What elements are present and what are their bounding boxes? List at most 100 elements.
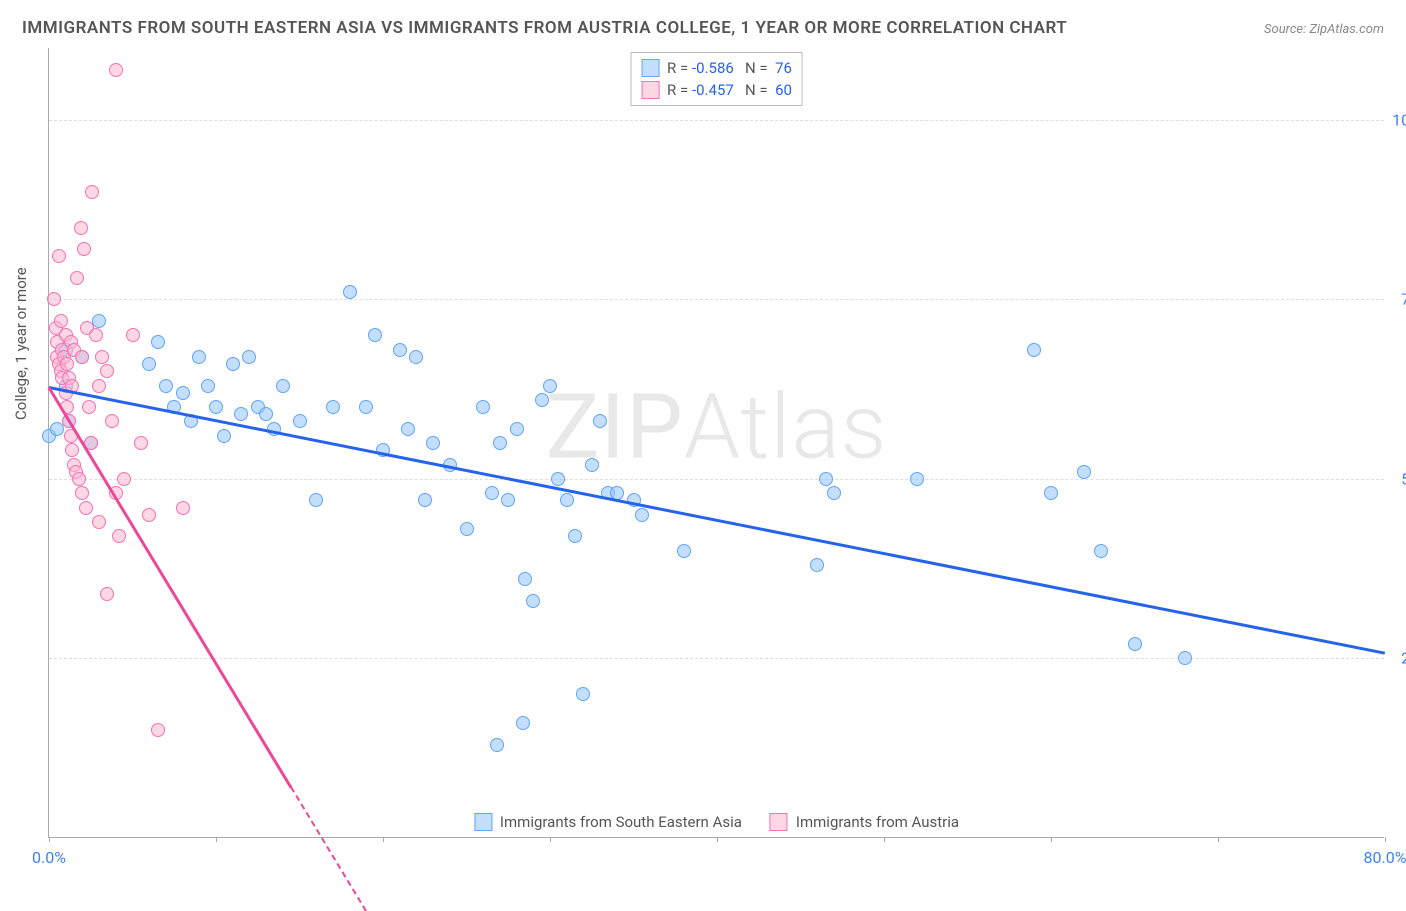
scatter-point [134, 436, 148, 450]
gridline-horizontal [49, 120, 1384, 121]
scatter-point [105, 414, 119, 428]
legend-row: R = -0.586 N = 76 [641, 57, 792, 79]
scatter-point [176, 501, 190, 515]
x-tick [49, 837, 50, 842]
scatter-point [109, 63, 123, 77]
scatter-point [543, 379, 557, 393]
scatter-point [576, 687, 590, 701]
scatter-point [242, 350, 256, 364]
scatter-point [819, 472, 833, 486]
legend-series-name: Immigrants from South Eastern Asia [500, 813, 742, 831]
scatter-point [476, 400, 490, 414]
y-tick-label: 50.0% [1401, 469, 1406, 488]
y-tick-label: 75.0% [1401, 290, 1406, 309]
scatter-point [490, 738, 504, 752]
x-tick [1218, 837, 1219, 842]
scatter-point [910, 472, 924, 486]
gridline-horizontal [49, 479, 1384, 480]
legend-stats: R = -0.586 N = 76 [667, 59, 792, 77]
scatter-point [70, 271, 84, 285]
scatter-point [217, 429, 231, 443]
legend-item: Immigrants from South Eastern Asia [474, 813, 742, 831]
scatter-point [635, 508, 649, 522]
scatter-point [393, 343, 407, 357]
scatter-point [409, 350, 423, 364]
legend-stats: R = -0.457 N = 60 [667, 81, 792, 99]
x-tick [1385, 837, 1386, 842]
scatter-point [82, 400, 96, 414]
x-tick [1051, 837, 1052, 842]
scatter-point [493, 436, 507, 450]
scatter-plot-area: ZIPAtlas R = -0.586 N = 76R = -0.457 N =… [48, 48, 1384, 838]
scatter-point [95, 350, 109, 364]
scatter-point [1128, 637, 1142, 651]
scatter-point [426, 436, 440, 450]
scatter-point [518, 572, 532, 586]
scatter-point [526, 594, 540, 608]
scatter-point [585, 458, 599, 472]
scatter-point [1094, 544, 1108, 558]
series-legend: Immigrants from South Eastern Asia Immigr… [464, 813, 969, 831]
scatter-point [368, 328, 382, 342]
y-tick-label: 100.0% [1392, 110, 1406, 129]
scatter-point [677, 544, 691, 558]
scatter-point [234, 407, 248, 421]
scatter-point [209, 400, 223, 414]
scatter-point [151, 723, 165, 737]
scatter-point [276, 379, 290, 393]
x-tick [550, 837, 551, 842]
scatter-point [401, 422, 415, 436]
legend-swatch [474, 813, 492, 831]
source-attribution: Source: ZipAtlas.com [1264, 22, 1384, 37]
scatter-point [516, 716, 530, 730]
scatter-point [65, 443, 79, 457]
scatter-point [176, 386, 190, 400]
scatter-point [47, 292, 61, 306]
legend-series-name: Immigrants from Austria [796, 813, 959, 831]
scatter-point [142, 357, 156, 371]
scatter-point [827, 486, 841, 500]
scatter-point [1027, 343, 1041, 357]
y-tick-label: 25.0% [1401, 649, 1406, 668]
legend-swatch [770, 813, 788, 831]
scatter-point [293, 414, 307, 428]
trend-line [49, 386, 1385, 654]
scatter-point [1077, 465, 1091, 479]
x-tick-label: 80.0% [1364, 848, 1406, 867]
x-tick [884, 837, 885, 842]
x-tick [216, 837, 217, 842]
scatter-point [460, 522, 474, 536]
scatter-point [60, 357, 74, 371]
legend-swatch [641, 59, 659, 77]
scatter-point [259, 407, 273, 421]
scatter-point [593, 414, 607, 428]
x-tick [383, 837, 384, 842]
scatter-point [1178, 651, 1192, 665]
scatter-point [77, 242, 91, 256]
scatter-point [72, 472, 86, 486]
legend-row: R = -0.457 N = 60 [641, 79, 792, 101]
scatter-point [535, 393, 549, 407]
scatter-point [52, 249, 66, 263]
legend-item: Immigrants from Austria [770, 813, 959, 831]
scatter-point [501, 493, 515, 507]
scatter-point [79, 501, 93, 515]
scatter-point [100, 587, 114, 601]
scatter-point [92, 379, 106, 393]
scatter-point [75, 350, 89, 364]
scatter-point [568, 529, 582, 543]
scatter-point [100, 364, 114, 378]
scatter-point [192, 350, 206, 364]
scatter-point [810, 558, 824, 572]
trend-line [48, 386, 292, 787]
trend-line [290, 786, 367, 911]
y-axis-label: College, 1 year or more [12, 267, 30, 420]
x-tick-label: 0.0% [32, 848, 66, 867]
legend-swatch [641, 81, 659, 99]
scatter-point [551, 472, 565, 486]
scatter-point [89, 328, 103, 342]
scatter-point [117, 472, 131, 486]
scatter-point [485, 486, 499, 500]
scatter-point [85, 185, 99, 199]
scatter-point [142, 508, 156, 522]
